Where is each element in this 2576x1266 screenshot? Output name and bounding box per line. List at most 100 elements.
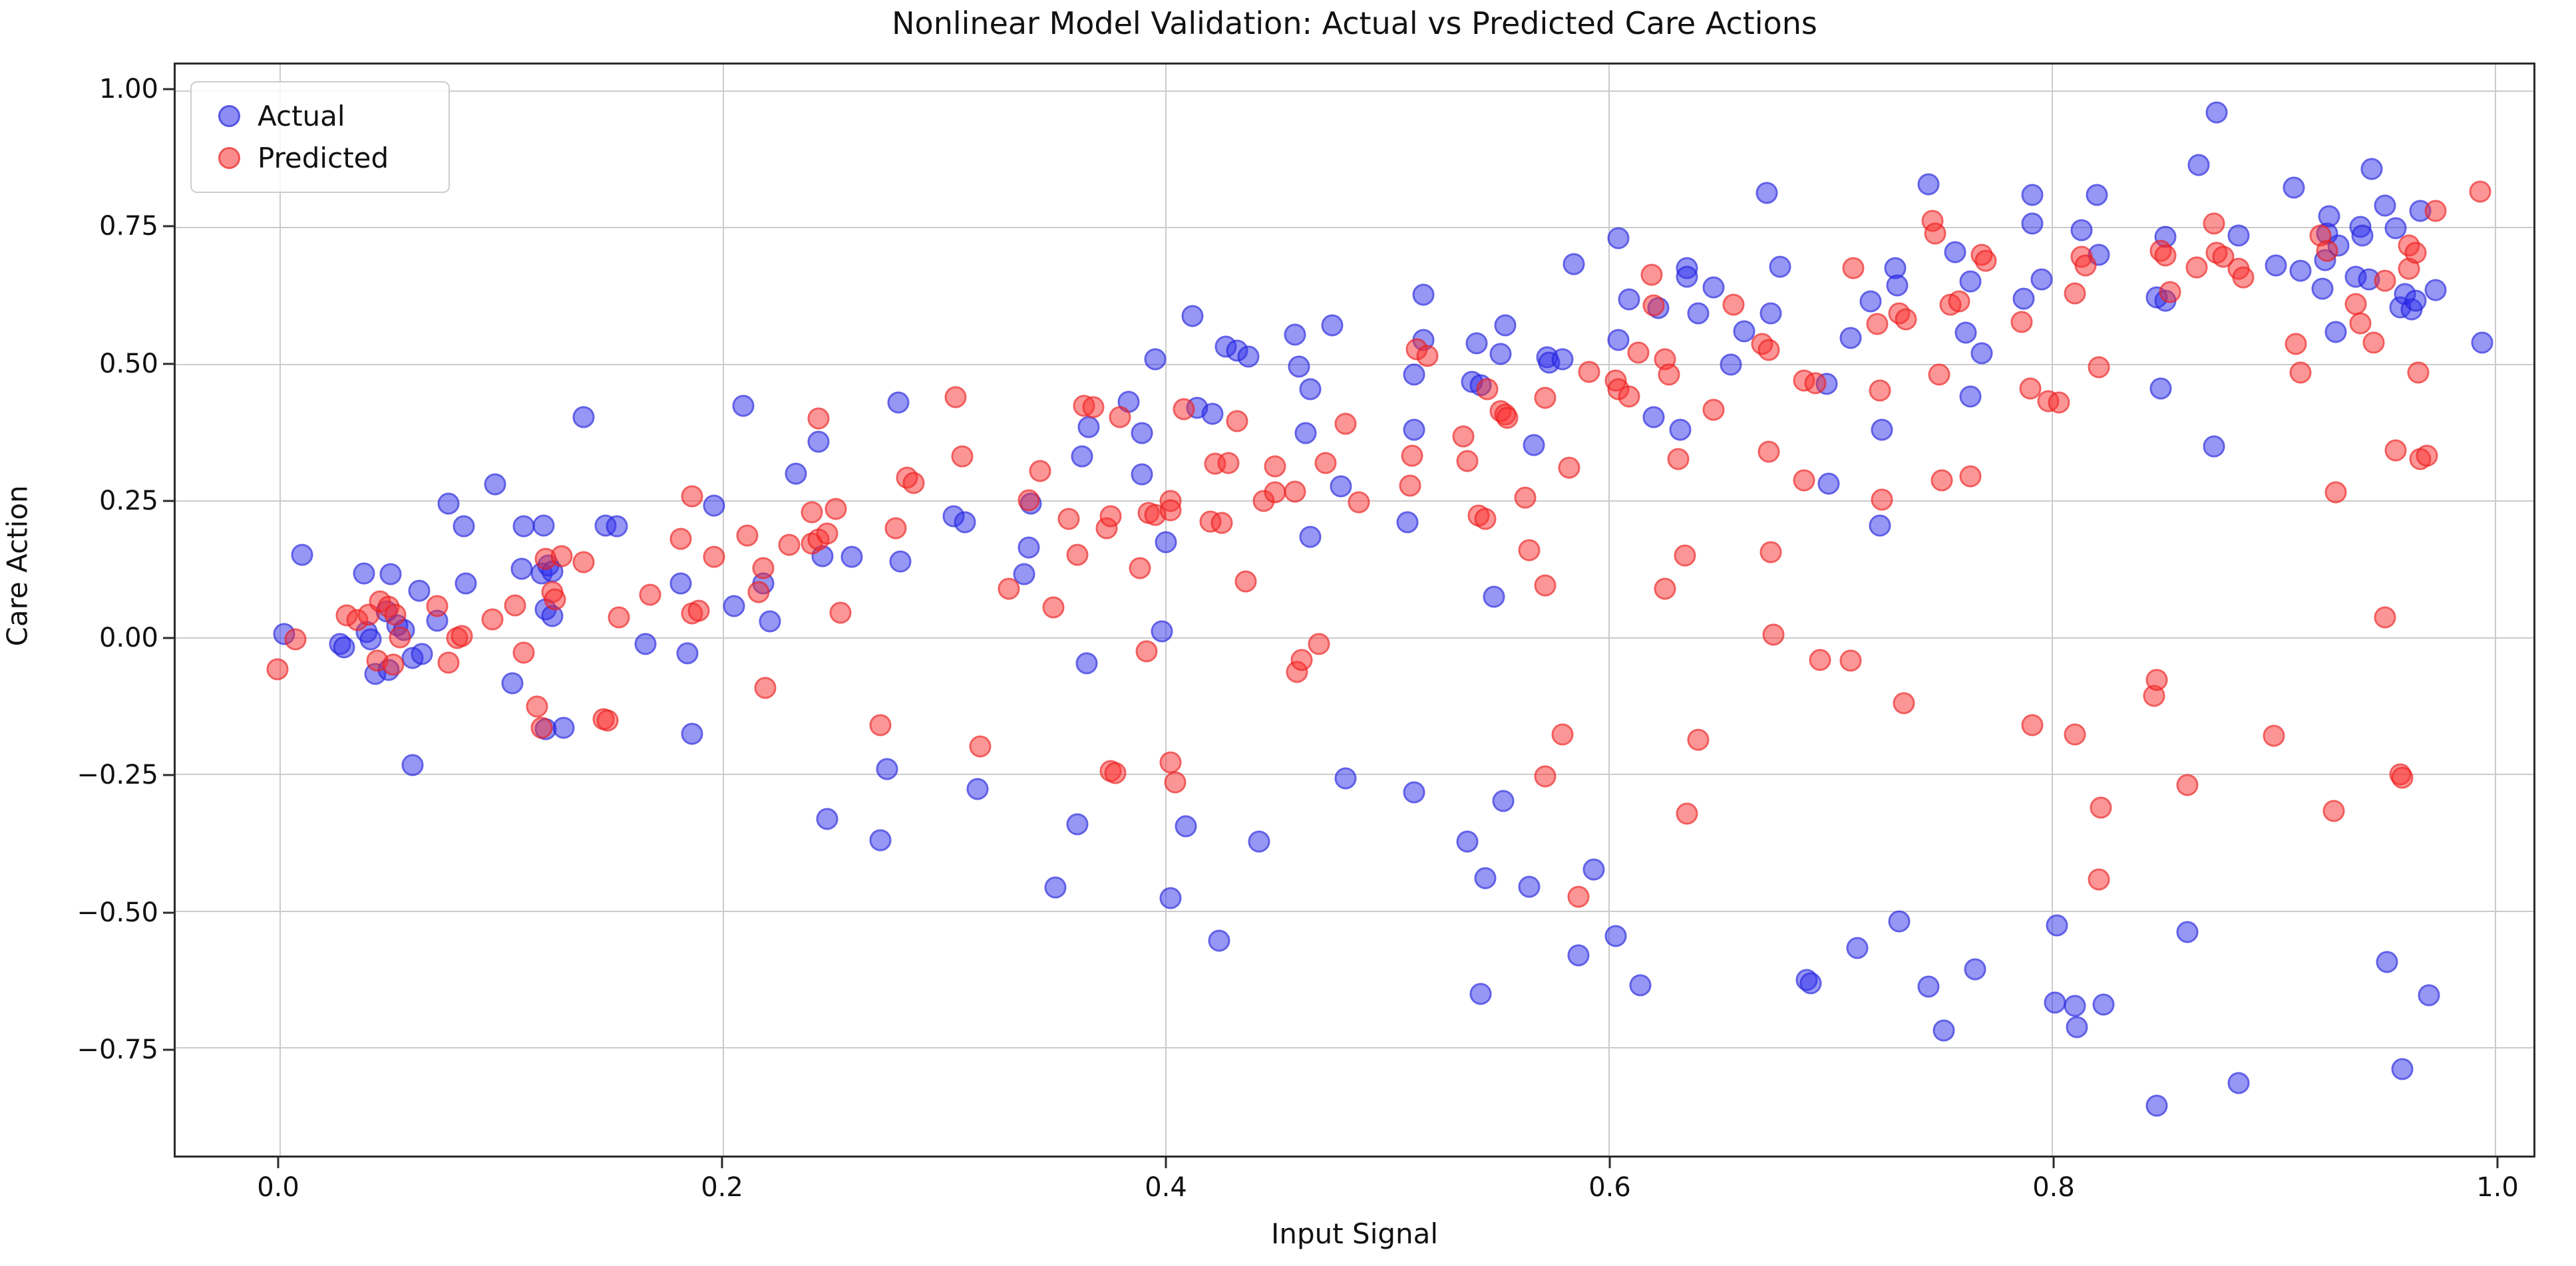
scatter-point-actual <box>2092 993 2115 1016</box>
scatter-point-predicted <box>1658 363 1680 386</box>
legend-label-predicted: Predicted <box>258 142 389 174</box>
scatter-point-predicted <box>778 534 801 556</box>
scatter-point-actual <box>1607 329 1630 351</box>
scatter-point-predicted <box>1129 557 1151 579</box>
scatter-point-actual <box>437 492 460 515</box>
scatter-point-predicted <box>1804 372 1827 395</box>
gridline-y--0.75 <box>176 1047 2533 1049</box>
y-tick-mark--0.75 <box>163 1048 174 1051</box>
scatter-point-predicted <box>1290 649 1313 671</box>
scatter-point-actual <box>2418 984 2440 1007</box>
scatter-point-actual <box>2203 435 2225 458</box>
scatter-point-actual <box>2227 224 2250 247</box>
scatter-point-predicted <box>1164 771 1187 794</box>
scatter-point-predicted <box>1159 499 1182 521</box>
y-tick-label-1: 1.00 <box>98 74 158 104</box>
scatter-point-actual <box>1288 355 1310 378</box>
x-tick-mark-0 <box>277 1158 279 1168</box>
scatter-point-predicted <box>1627 341 1650 364</box>
scatter-point-predicted <box>1284 480 1306 503</box>
scatter-point-actual <box>411 643 433 665</box>
scatter-point-predicted <box>1687 728 1710 751</box>
scatter-point-actual <box>2044 991 2066 1014</box>
scatter-point-predicted <box>754 677 777 699</box>
scatter-point-actual <box>2064 995 2086 1017</box>
scatter-point-actual <box>1071 445 1093 468</box>
scatter-point-actual <box>2066 1016 2088 1038</box>
scatter-point-predicted <box>1314 452 1337 474</box>
scatter-point-predicted <box>2384 439 2407 462</box>
y-tick-mark--0.5 <box>163 911 174 913</box>
scatter-point-predicted <box>1518 539 1541 561</box>
scatter-point-predicted <box>1042 596 1065 619</box>
scatter-point-actual <box>379 563 402 585</box>
scatter-point-actual <box>1888 910 1911 933</box>
scatter-point-predicted <box>2090 796 2112 819</box>
scatter-point-predicted <box>2232 266 2255 289</box>
scatter-point-predicted <box>1667 448 1690 470</box>
scatter-point-predicted <box>747 581 770 603</box>
scatter-point-predicted <box>1928 363 1950 386</box>
scatter-point-predicted <box>639 583 661 606</box>
scatter-point-predicted <box>2469 180 2491 203</box>
scatter-point-actual <box>887 391 910 414</box>
scatter-point-actual <box>732 395 755 417</box>
scatter-point-predicted <box>1474 508 1497 530</box>
scatter-point-predicted <box>1654 577 1676 600</box>
scatter-point-predicted <box>1809 649 1831 671</box>
scatter-point-actual <box>2374 194 2396 217</box>
scatter-point-predicted <box>1762 623 1785 646</box>
scatter-point-actual <box>510 557 533 580</box>
scatter-point-actual <box>1181 305 1204 327</box>
y-tick-label-0.75: 0.75 <box>98 211 158 242</box>
scatter-point-predicted <box>596 709 619 732</box>
gridline-x-0.4 <box>1165 65 1167 1156</box>
scatter-point-predicted <box>1757 339 1780 361</box>
scatter-point-actual <box>1959 385 1982 408</box>
scatter-point-predicted <box>1759 541 1782 563</box>
scatter-point-predicted <box>1866 313 1889 335</box>
scatter-point-predicted <box>869 714 892 736</box>
scatter-point-actual <box>1237 345 1260 368</box>
scatter-point-predicted <box>526 695 548 718</box>
scatter-point-predicted <box>504 594 526 617</box>
scatter-point-predicted <box>1348 491 1370 514</box>
scatter-point-predicted <box>687 599 710 622</box>
scatter-point-predicted <box>1099 505 1122 528</box>
y-tick-mark-0 <box>163 637 174 639</box>
scatter-point-actual <box>1846 937 1869 959</box>
scatter-point-actual <box>676 642 699 665</box>
scatter-point-actual <box>1299 378 1322 400</box>
scatter-point-predicted <box>382 653 405 676</box>
scatter-point-actual <box>889 550 912 573</box>
scatter-point-predicted <box>1578 361 1600 383</box>
scatter-point-actual <box>1563 253 1585 275</box>
scatter-point-actual <box>1077 416 1100 438</box>
scatter-point-actual <box>1456 830 1479 853</box>
scatter-point-actual <box>1465 332 1488 355</box>
scatter-point-actual <box>785 462 807 485</box>
scatter-point-predicted <box>1456 450 1479 472</box>
scatter-point-predicted <box>1567 885 1590 908</box>
scatter-point-predicted <box>1959 465 1982 488</box>
scatter-point-actual <box>1917 173 1940 196</box>
scatter-point-actual <box>1175 815 1197 838</box>
scatter-point-actual <box>1017 536 1040 559</box>
scatter-point-predicted <box>1871 488 1893 511</box>
scatter-point-predicted <box>284 628 307 651</box>
scatter-point-predicted <box>2185 256 2208 279</box>
scatter-point-predicted <box>1948 290 1970 313</box>
scatter-point-actual <box>807 430 830 453</box>
scatter-point-actual <box>1403 781 1425 804</box>
scatter-point-actual <box>1607 227 1630 249</box>
x-tick-label-0.8: 0.8 <box>2032 1172 2075 1203</box>
scatter-point-actual <box>1321 314 1344 337</box>
scatter-point-predicted <box>389 626 411 649</box>
scatter-point-actual <box>1932 1019 1955 1042</box>
scatter-point-actual <box>2149 377 2172 400</box>
scatter-point-predicted <box>1551 723 1574 746</box>
y-tick-label--0.75: −0.75 <box>77 1034 158 1065</box>
scatter-point-predicted <box>1496 406 1519 429</box>
scatter-point-predicted <box>669 528 692 550</box>
scatter-point-actual <box>703 494 725 517</box>
